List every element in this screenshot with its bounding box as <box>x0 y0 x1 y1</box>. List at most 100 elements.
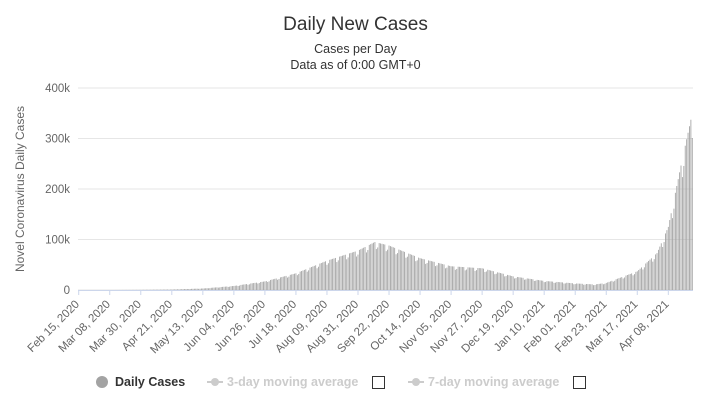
bar[interactable] <box>267 281 269 290</box>
bar[interactable] <box>212 287 214 290</box>
bar[interactable] <box>531 279 532 290</box>
bar[interactable] <box>230 286 232 290</box>
bar[interactable] <box>210 287 212 290</box>
bar[interactable] <box>500 273 501 290</box>
bar[interactable] <box>254 282 256 290</box>
bar[interactable] <box>191 288 192 290</box>
bar[interactable] <box>590 284 592 290</box>
bar[interactable] <box>543 282 545 290</box>
bar[interactable] <box>409 254 411 290</box>
bar[interactable] <box>617 278 618 290</box>
bar[interactable] <box>305 269 307 290</box>
bar[interactable] <box>435 266 437 290</box>
bar[interactable] <box>598 283 600 290</box>
bar[interactable] <box>452 266 453 290</box>
bar[interactable] <box>615 279 617 290</box>
checkbox-3-day-average[interactable] <box>372 375 386 389</box>
bar[interactable] <box>339 256 341 290</box>
bar[interactable] <box>303 269 305 290</box>
bar[interactable] <box>370 244 372 290</box>
bar[interactable] <box>202 288 204 290</box>
bar[interactable] <box>229 286 231 290</box>
bar[interactable] <box>387 249 389 290</box>
bar[interactable] <box>621 277 623 290</box>
bar[interactable] <box>264 281 266 290</box>
bar[interactable] <box>158 289 160 291</box>
bar[interactable] <box>658 249 659 290</box>
bar[interactable] <box>347 257 349 290</box>
bar[interactable] <box>256 282 257 290</box>
bar[interactable] <box>237 285 239 290</box>
bar[interactable] <box>679 172 681 290</box>
bar[interactable] <box>447 265 449 290</box>
bar[interactable] <box>662 247 664 290</box>
bar[interactable] <box>579 283 580 290</box>
bar[interactable] <box>367 250 369 290</box>
bar[interactable] <box>257 283 259 290</box>
bar[interactable] <box>224 286 226 290</box>
bar[interactable] <box>358 249 360 290</box>
bar[interactable] <box>518 277 520 290</box>
bar[interactable] <box>206 288 208 290</box>
bar[interactable] <box>188 289 190 290</box>
bar[interactable] <box>502 273 504 290</box>
bar[interactable] <box>356 256 358 290</box>
bar[interactable] <box>306 271 308 290</box>
bar[interactable] <box>600 283 602 290</box>
bar[interactable] <box>155 289 157 291</box>
bar[interactable] <box>377 247 379 290</box>
bar[interactable] <box>234 285 236 290</box>
bar[interactable] <box>284 276 286 290</box>
bar[interactable] <box>178 289 180 290</box>
bar[interactable] <box>311 267 312 290</box>
bar[interactable] <box>536 279 538 290</box>
bar[interactable] <box>597 284 599 290</box>
bar[interactable] <box>648 260 649 290</box>
bar[interactable] <box>186 288 188 290</box>
bar[interactable] <box>439 263 441 290</box>
bar[interactable] <box>440 263 442 290</box>
bar[interactable] <box>614 280 616 290</box>
bar[interactable] <box>353 251 355 290</box>
bar[interactable] <box>468 267 470 290</box>
bar[interactable] <box>363 247 365 290</box>
bar[interactable] <box>208 288 209 290</box>
bar[interactable] <box>666 230 668 290</box>
bar[interactable] <box>626 275 628 290</box>
bar[interactable] <box>429 260 431 290</box>
bar[interactable] <box>360 249 362 290</box>
bar[interactable] <box>270 279 271 290</box>
bar[interactable] <box>323 261 325 290</box>
legend-item-7-day-average[interactable]: 7-day moving average <box>408 375 587 389</box>
bar[interactable] <box>315 265 317 290</box>
bar[interactable] <box>184 289 185 290</box>
bar[interactable] <box>354 251 356 290</box>
bar[interactable] <box>340 256 342 290</box>
bar[interactable] <box>574 284 576 290</box>
bar[interactable] <box>189 289 191 290</box>
bar[interactable] <box>610 281 611 290</box>
bar[interactable] <box>608 281 610 290</box>
bar[interactable] <box>233 285 235 290</box>
bar[interactable] <box>200 288 202 290</box>
bar[interactable] <box>577 283 579 290</box>
bar[interactable] <box>404 251 405 290</box>
bar[interactable] <box>521 277 523 290</box>
bar[interactable] <box>604 283 606 290</box>
bar[interactable] <box>405 257 407 290</box>
bar[interactable] <box>236 285 238 290</box>
bar[interactable] <box>422 258 424 290</box>
bar[interactable] <box>399 250 401 290</box>
bar[interactable] <box>686 139 688 290</box>
bar[interactable] <box>571 283 573 290</box>
bar[interactable] <box>601 283 603 291</box>
bar[interactable] <box>203 288 205 290</box>
bar[interactable] <box>470 267 472 290</box>
bar[interactable] <box>555 282 556 290</box>
bar[interactable] <box>301 271 302 290</box>
bar[interactable] <box>436 265 438 290</box>
bar[interactable] <box>154 289 156 291</box>
bar[interactable] <box>392 247 394 290</box>
bar[interactable] <box>477 268 479 290</box>
bar[interactable] <box>364 247 366 290</box>
